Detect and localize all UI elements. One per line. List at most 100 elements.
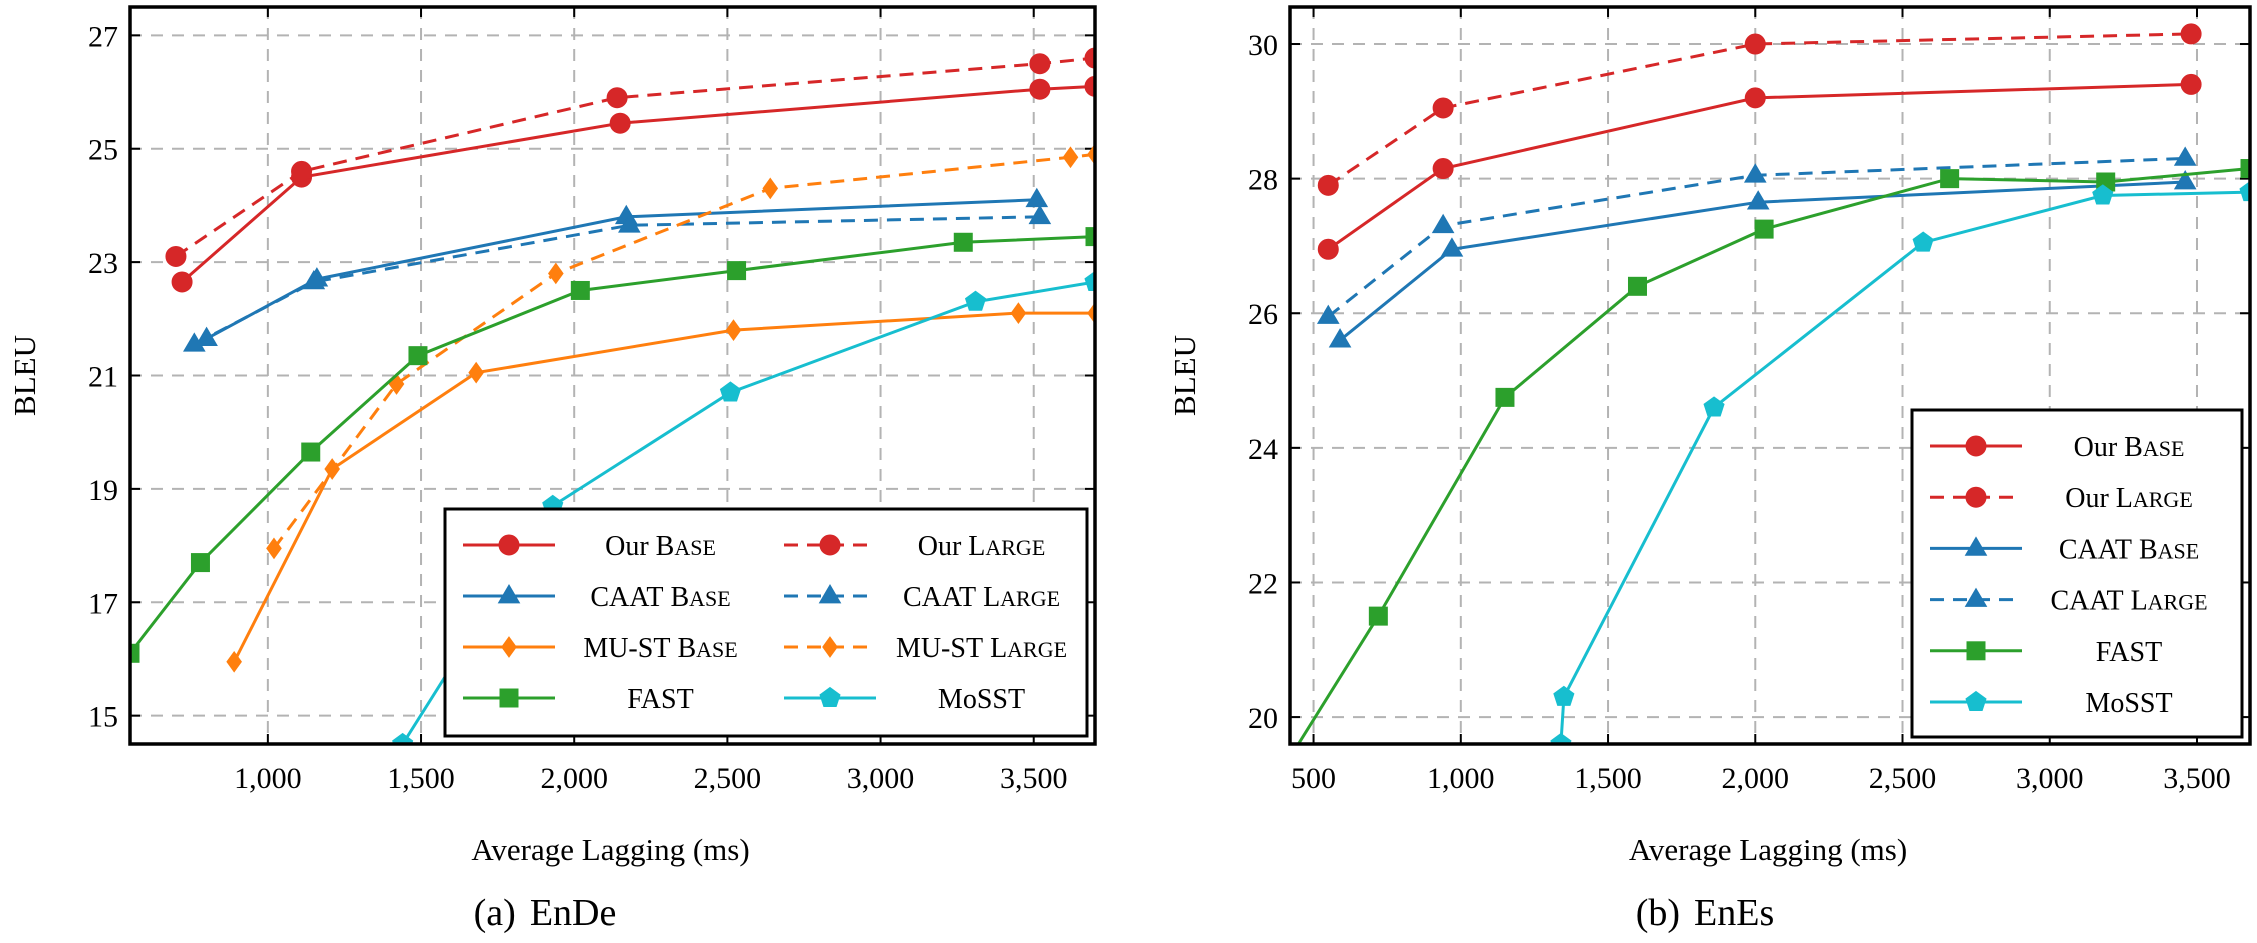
x-tick-label: 500	[1291, 762, 1336, 795]
data-point-fast	[190, 553, 210, 573]
legend-label-caat-large-sc-rest: ARGE	[2148, 590, 2208, 615]
y-tick-label: 24	[1248, 433, 1278, 466]
data-point-fast	[570, 280, 590, 300]
series-our-large	[1317, 23, 2202, 196]
series-line-mu-st-large	[272, 152, 1095, 550]
y-tick-label: 25	[88, 134, 118, 167]
legend-item-our-large: Our LARGE	[784, 531, 1045, 562]
legend-label-caat-large-main: CAAT	[903, 582, 983, 613]
data-point-mu-st-large	[762, 177, 779, 200]
legend-label-caat-large-main: CAAT	[2050, 586, 2130, 617]
series-caat-base	[1328, 170, 2197, 348]
legend-label-caat-large-sc: L	[2131, 586, 2148, 617]
data-point-our-base	[2180, 73, 2202, 95]
data-point-our-base	[1084, 75, 1095, 97]
series-mosst	[1550, 180, 2250, 744]
data-point-our-base	[1317, 238, 1339, 260]
series-our-large	[165, 47, 1095, 267]
data-point-our-base	[171, 271, 193, 293]
legend-label-mu-st-large: MU-ST LARGE	[896, 633, 1067, 664]
legend-label-mu-st-large-main: MU-ST	[896, 633, 990, 664]
data-point-mosst	[1084, 270, 1095, 291]
legend-label-caat-large: CAAT LARGE	[2050, 586, 2207, 617]
legend-label-our-large-sc-rest: ARGE	[2133, 487, 2193, 512]
legend-label-mu-st-base: MU-ST BASE	[583, 633, 737, 664]
series-line-fast	[130, 235, 1095, 655]
data-point-mosst	[1703, 396, 1725, 417]
x-tick-label: 3,000	[2016, 762, 2084, 795]
series-group	[1296, 23, 2250, 744]
legend-label-mosst: MoSST	[938, 684, 1025, 715]
legend-label-our-base-sc-rest: ASE	[2143, 436, 2185, 461]
data-point-our-large	[165, 245, 187, 267]
y-tick-label: 19	[88, 474, 118, 507]
legend-label-mosst-main: MoSST	[2085, 688, 2172, 719]
y-axis-label: BLEU	[7, 335, 42, 416]
data-point-fast	[1940, 169, 1960, 189]
x-tick-label: 2,000	[1722, 762, 1790, 795]
legend-item-fast: FAST	[1930, 637, 2162, 668]
legend-marker	[1965, 486, 1987, 508]
chart-panel-ende: 1,000 1,500 2,000 2,500 3,000 3,500 15 17 19 21 23…	[7, 5, 1097, 934]
x-tick-label: 3,500	[2163, 762, 2231, 795]
plot-frame	[1288, 5, 2252, 746]
legend-label-our-large-sc-rest: ARGE	[985, 535, 1045, 560]
legend-label-caat-base-sc-rest: ASE	[689, 586, 731, 611]
legend-label-fast: FAST	[627, 684, 693, 715]
subfigure-caption: (b) EnEs	[1636, 892, 1775, 934]
legend-marker	[1966, 641, 1986, 661]
legend-item-mu-st-base: MU-ST BASE	[463, 633, 738, 664]
x-tick-label: 1,000	[1427, 762, 1495, 795]
legend-item-our-base: Our BASE	[1930, 432, 2184, 463]
legend-label-mu-st-base-sc-rest: ASE	[696, 637, 738, 662]
data-point-caat-large	[302, 269, 326, 290]
data-point-our-large	[1317, 174, 1339, 196]
series-line-our-base	[1327, 82, 2192, 251]
series-line-fast	[1296, 167, 2250, 744]
data-point-caat-base	[1025, 187, 1049, 208]
legend-label-caat-large: CAAT LARGE	[903, 582, 1060, 613]
data-point-mu-st-large	[1087, 143, 1095, 166]
series-our-base	[1317, 73, 2202, 260]
data-point-caat-base	[2173, 170, 2197, 190]
series-fast	[130, 227, 1095, 663]
legend-marker	[819, 534, 841, 556]
legend-label-our-large-main: Our	[918, 531, 969, 562]
data-point-our-base	[1029, 78, 1051, 100]
data-point-caat-large	[1743, 163, 1767, 183]
plot-frame	[128, 5, 1097, 746]
legend-label-our-base-main: Our	[605, 531, 656, 562]
legend-label-caat-large-sc-rest: ARGE	[1000, 586, 1060, 611]
legend-label-our-base-sc-rest: ASE	[674, 535, 716, 560]
data-point-caat-base	[1440, 237, 1464, 257]
data-point-caat-large	[183, 332, 206, 352]
legend-item-mu-st-large: MU-ST LARGE	[784, 633, 1067, 664]
legend-label-caat-base-sc-rest: ASE	[2158, 538, 2200, 563]
legend-label-mu-st-base-sc: B	[677, 633, 696, 664]
legend-label-fast: FAST	[2096, 637, 2162, 668]
y-tick-label: 20	[1248, 702, 1278, 735]
legend-label-fast-main: FAST	[2096, 637, 2162, 668]
legend-marker	[497, 584, 521, 604]
series-line-caat-large	[1327, 156, 2186, 318]
data-point-fast	[130, 643, 140, 663]
legend-label-our-base-main: Our	[2074, 432, 2125, 463]
data-point-our-large	[1084, 47, 1095, 69]
legend-label-mosst-main: MoSST	[938, 684, 1025, 715]
data-point-fast	[1627, 276, 1647, 296]
legend-marker	[1964, 587, 1988, 607]
legend-label-caat-base: CAAT BASE	[2059, 534, 2199, 565]
data-point-mosst	[1553, 685, 1575, 706]
data-point-fast	[1085, 227, 1095, 247]
data-point-our-large	[1029, 53, 1051, 75]
series-caat-large	[183, 204, 1052, 352]
data-point-mosst	[719, 381, 742, 402]
data-point-fast	[1754, 219, 1774, 239]
legend-label-our-base: Our BASE	[605, 531, 716, 562]
data-point-mu-st-base	[226, 650, 242, 673]
legend-marker	[498, 534, 520, 556]
legend-label-mu-st-large-sc-rest: ARGE	[1007, 637, 1067, 662]
x-tick-label: 2,000	[540, 762, 608, 795]
data-point-fast	[727, 261, 747, 281]
x-tick-label: 1,500	[387, 762, 455, 795]
